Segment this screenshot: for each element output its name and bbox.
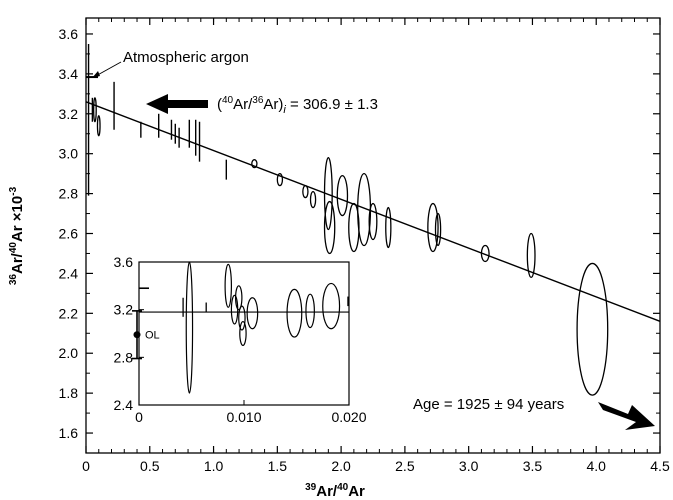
y-tick-label: 1.8 (59, 385, 79, 401)
isochron-fit-line (85, 101, 661, 322)
inset-y-tick-label: 3.2 (114, 302, 134, 318)
x-tick-label: 3.5 (523, 458, 543, 474)
y-tick-label: 3.4 (59, 66, 79, 82)
inset-data-point (224, 263, 233, 308)
data-point (427, 202, 439, 253)
inset-y-tick-label: 2.8 (114, 349, 134, 365)
atmospheric-arrowhead (92, 71, 100, 78)
x-tick-label: 1.5 (268, 458, 288, 474)
inset-data-point (286, 288, 303, 338)
x-tick-label: 3.0 (459, 458, 479, 474)
ratio-mid: Ar/ (233, 96, 253, 113)
x-tick-label: 4.0 (586, 458, 606, 474)
x-tick-label: 4.5 (650, 458, 670, 474)
x-tick-label: 2.0 (331, 458, 351, 474)
inset-data-point (246, 297, 259, 330)
ratio-sup-40: 40 (222, 95, 234, 106)
data-point (323, 157, 333, 231)
data-point (480, 244, 490, 263)
y-tick-label: 2.4 (59, 265, 79, 281)
age-arrow (598, 402, 655, 430)
x-axis-title: 39Ar/40Ar (305, 482, 365, 500)
inset-data-point (305, 293, 315, 329)
inset-data-point (185, 261, 194, 394)
y-tick-label: 3.2 (59, 106, 79, 122)
inset-data-point (239, 320, 247, 347)
inset-y-tick-label: 3.6 (114, 254, 134, 270)
ratio-open: ( (217, 96, 222, 113)
inset-x-tick-label: 0.010 (226, 409, 261, 425)
data-point (251, 159, 258, 169)
inset-plot: 0 0.010 0.020 2.4 2.8 3.2 3.6 OL (114, 254, 367, 425)
y-tick-label: 2.0 (59, 345, 79, 361)
ratio-sub-i: i (283, 104, 286, 116)
data-point (368, 202, 378, 241)
data-point (93, 97, 97, 123)
y-tick-label: 3.0 (59, 146, 79, 162)
y-tick-label: 2.6 (59, 226, 79, 242)
x-tick-label: 0.5 (140, 458, 160, 474)
age-label: Age = 1925 ± 94 years (413, 396, 564, 413)
inset-x-tick-label: 0.020 (331, 409, 366, 425)
inset-y-tick-label: 2.4 (114, 397, 134, 413)
initial-ratio-arrow (146, 94, 208, 114)
data-point (323, 200, 336, 255)
x-tick-label: 2.5 (395, 458, 415, 474)
data-point (302, 184, 309, 199)
atmospheric-argon-label: Atmospheric argon (123, 49, 249, 66)
ratio-close: Ar) (263, 96, 283, 113)
x-tick-label: 0 (82, 458, 90, 474)
data-point (96, 115, 101, 137)
y-tick-label: 1.6 (59, 425, 79, 441)
ol-label: OL (145, 330, 160, 342)
initial-ratio-label: (40Ar/36Ar)i = 306.9 ± 1.3 (217, 95, 378, 116)
data-point (276, 172, 284, 187)
data-point (434, 212, 442, 247)
inset-x-tick-label: 0 (135, 409, 143, 425)
x-tick-label: 1.0 (204, 458, 224, 474)
inset-data-point (238, 305, 246, 331)
data-point (309, 190, 317, 209)
inset-frame (138, 261, 350, 406)
data-point (385, 206, 392, 249)
ol-point (133, 331, 141, 339)
y-tick-label: 3.6 (59, 26, 79, 42)
data-point (336, 174, 349, 217)
y-tick-label: 2.2 (59, 305, 79, 321)
y-axis-title: 36Ar/40Ar ×10-3 (8, 186, 26, 285)
ratio-sup-36: 36 (252, 95, 264, 106)
inset-data-point (235, 285, 243, 311)
plot-frame (85, 17, 661, 454)
y-tick-label: 2.8 (59, 186, 79, 202)
data-point (526, 232, 536, 279)
data-point (576, 262, 609, 396)
main-plot: 0 0.5 1.0 1.5 2.0 2.5 3.0 3.5 4.0 4.5 1.6 1.8 2.0 2.2… (59, 18, 670, 474)
ratio-value: = 306.9 ± 1.3 (286, 96, 378, 113)
inset-data-point (322, 282, 341, 330)
